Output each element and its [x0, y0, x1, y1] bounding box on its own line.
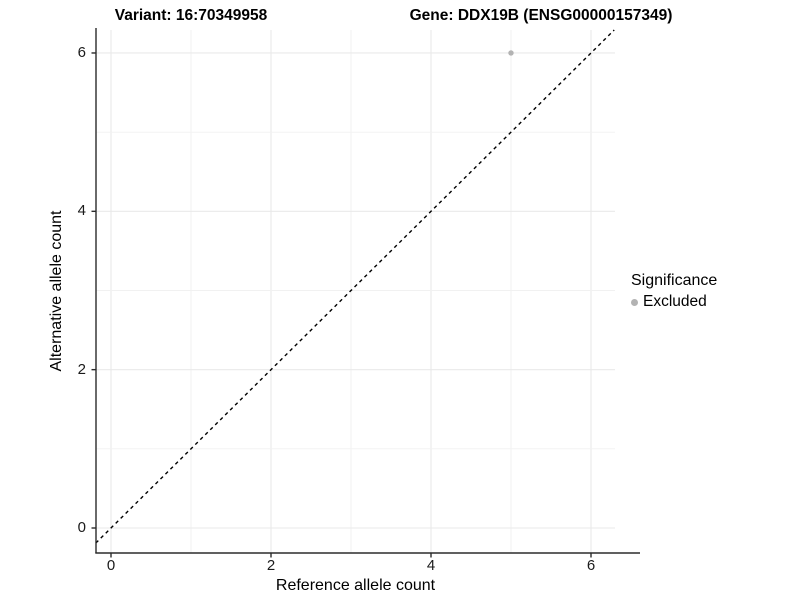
plot-title-gene: Gene: DDX19B (ENSG00000157349) [409, 7, 673, 24]
legend-point-icon [631, 298, 638, 306]
x-tick-label: 6 [586, 557, 596, 574]
y-tick-label: 0 [77, 519, 86, 536]
plot-title-variant: Variant: 16:70349958 [114, 7, 268, 24]
legend-item-excluded: Excluded [631, 293, 717, 311]
y-tick-label: 2 [77, 360, 86, 378]
x-tick-label: 0 [106, 557, 116, 574]
x-axis-title: Reference allele count [275, 577, 436, 594]
y-tick-label: 4 [77, 202, 86, 220]
y-tick-label: 6 [77, 43, 86, 61]
x-tick-label: 4 [426, 557, 436, 574]
identity-dashed-line [95, 29, 615, 544]
legend: Significance Excluded [631, 272, 717, 311]
data-point-excluded [508, 50, 514, 56]
legend-item-label: Excluded [643, 293, 707, 310]
x-tick-label: 2 [266, 557, 276, 574]
y-axis-title: Alternative allele count [48, 210, 65, 372]
legend-title: Significance [631, 272, 718, 289]
